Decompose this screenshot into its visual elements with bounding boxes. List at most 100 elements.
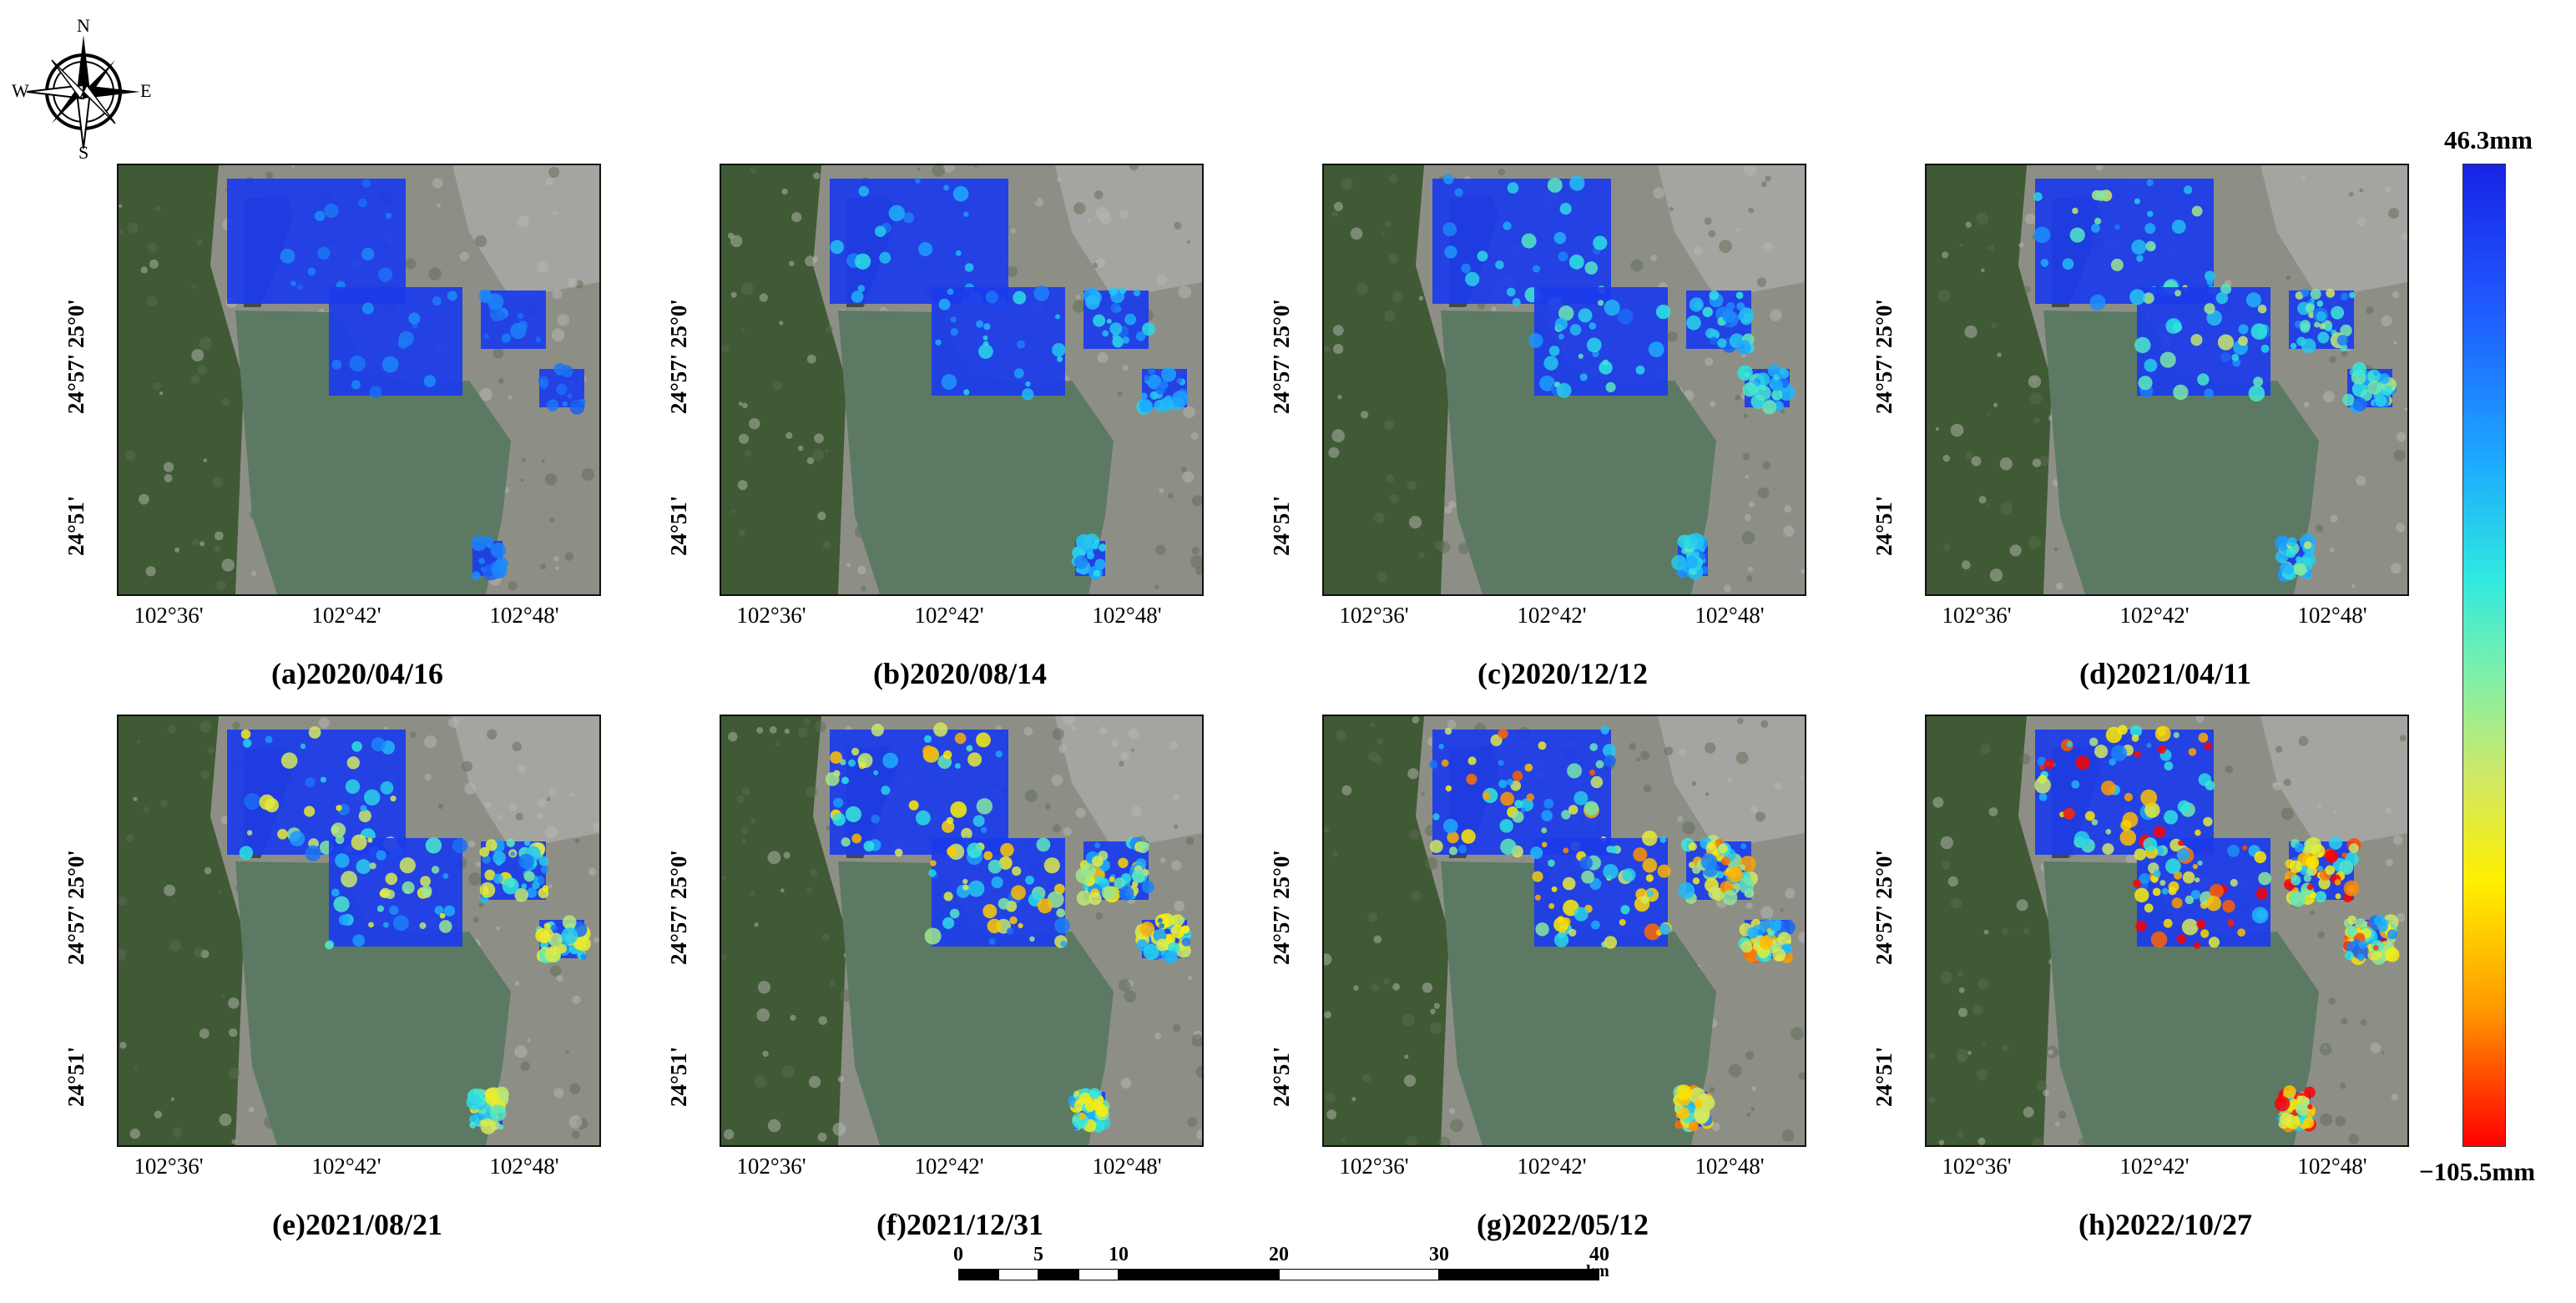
deformation-speckle — [1688, 842, 1697, 851]
deformation-speckle — [358, 198, 367, 208]
terrain-speckle — [555, 566, 559, 570]
deformation-speckle — [1702, 306, 1713, 317]
map-panel: 24°57' 25°0' 24°51' 102°36' 102°42' 102°48' (… — [1871, 715, 2417, 1265]
deformation-speckle — [280, 752, 298, 769]
deformation-speckle — [2317, 331, 2330, 344]
longitude-label: 102°42' — [311, 1154, 381, 1179]
terrain-speckle — [1186, 240, 1190, 244]
deformation-speckle — [1551, 886, 1558, 892]
deformation-speckle — [2215, 291, 2229, 305]
terrain-speckle — [213, 545, 221, 553]
terrain-speckle — [160, 800, 168, 807]
deformation-speckle — [2063, 807, 2075, 820]
terrain-speckle — [2381, 315, 2392, 327]
scale-bar: 0 5 10 20 30 40 km — [952, 1244, 1619, 1294]
deformation-speckle — [2038, 793, 2048, 801]
scale-segment — [958, 1269, 998, 1280]
deformation-speckle — [2084, 811, 2095, 821]
terrain-speckle — [1336, 730, 1346, 740]
terrain-speckle — [1719, 240, 1732, 253]
deformation-speckle — [397, 338, 409, 349]
deformation-speckle — [1006, 927, 1014, 935]
deformation-speckle — [543, 922, 551, 930]
deformation-speckle — [368, 922, 374, 928]
terrain-speckle — [428, 267, 442, 280]
terrain-speckle — [1491, 306, 1497, 312]
deformation-speckle — [1140, 392, 1148, 400]
deformation-speckle — [2198, 732, 2209, 743]
deformation-speckle — [2304, 1086, 2316, 1098]
deformation-speckle — [2205, 780, 2215, 790]
terrain-speckle — [1958, 987, 1965, 993]
deformation-speckle — [851, 747, 860, 756]
deformation-speckle — [485, 839, 498, 851]
map-canvas — [1927, 165, 2407, 594]
deformation-speckle — [2353, 383, 2362, 392]
deformation-speckle — [947, 846, 957, 857]
lake — [838, 861, 1114, 1145]
deformation-speckle — [1681, 571, 1688, 578]
deformation-speckle — [2315, 891, 2327, 903]
terrain-speckle — [2388, 208, 2400, 220]
deformation-speckle — [1692, 877, 1700, 885]
terrain-speckle — [2404, 407, 2407, 412]
deformation-speckle — [469, 1121, 477, 1129]
deformation-speckle — [419, 922, 427, 929]
deformation-speckle — [2314, 321, 2321, 328]
deformation-speckle — [1774, 401, 1784, 411]
deformation-speckle — [2254, 851, 2266, 864]
terrain-speckle — [814, 433, 824, 443]
scale-segment — [998, 1269, 1038, 1280]
deformation-speckle — [1448, 846, 1458, 856]
deformation-speckle — [1135, 331, 1146, 341]
map-panel: 24°57' 25°0' 24°51' 102°36' 102°42' 102°48' (… — [1269, 715, 1815, 1265]
terrain-speckle — [537, 812, 544, 820]
deformation-speckle — [1671, 554, 1687, 571]
deformation-speckle — [881, 785, 891, 795]
terrain-speckle — [1324, 346, 1331, 353]
terrain-speckle — [248, 1107, 255, 1113]
terrain-speckle — [2298, 736, 2309, 746]
deformation-speckle — [2091, 224, 2100, 233]
terrain-speckle — [741, 787, 750, 796]
terrain-speckle — [1770, 309, 1782, 321]
deformation-speckle — [2335, 893, 2341, 900]
deformation-speckle — [562, 401, 568, 407]
deformation-speckle — [1526, 793, 1534, 801]
terrain-speckle — [2381, 1051, 2385, 1055]
deformation-speckle — [1442, 222, 1457, 237]
deformation-speckle — [2248, 385, 2265, 402]
terrain-speckle — [810, 869, 818, 877]
deformation-speckle — [1013, 290, 1027, 305]
deformation-speckle — [1119, 287, 1127, 295]
terrain-speckle — [552, 289, 563, 300]
terrain-speckle — [782, 1065, 795, 1078]
terrain-speckle — [119, 948, 127, 962]
deformation-speckle — [1477, 250, 1488, 262]
latitude-label: 24°57' 25°0' — [666, 850, 691, 965]
terrain-speckle — [2032, 1137, 2044, 1145]
panel-caption: (e)2021/08/21 — [272, 1208, 442, 1241]
terrain-speckle — [1756, 277, 1767, 287]
deformation-speckle — [1159, 922, 1164, 929]
satellite-map — [1322, 164, 1806, 596]
deformation-speckle — [955, 763, 961, 769]
deformation-speckle — [1600, 725, 1609, 735]
terrain-speckle — [1664, 746, 1674, 755]
terrain-speckle — [508, 581, 518, 591]
terrain-speckle — [521, 457, 526, 462]
deformation-speckle — [2094, 745, 2109, 759]
terrain-speckle — [1928, 1053, 1936, 1059]
deformation-speckle — [1131, 870, 1145, 883]
deformation-speckle — [265, 735, 273, 744]
terrain-speckle — [825, 449, 829, 453]
terrain-speckle — [194, 947, 204, 957]
terrain-speckle — [1693, 246, 1703, 255]
deformation-speckle — [1025, 876, 1034, 885]
terrain-speckle — [1434, 540, 1445, 551]
deformation-speckle — [518, 853, 534, 870]
terrain-speckle — [1728, 1063, 1742, 1078]
deformation-speckle — [1443, 818, 1458, 834]
deformation-speckle — [2316, 311, 2326, 321]
deformation-speckle — [2343, 880, 2360, 896]
